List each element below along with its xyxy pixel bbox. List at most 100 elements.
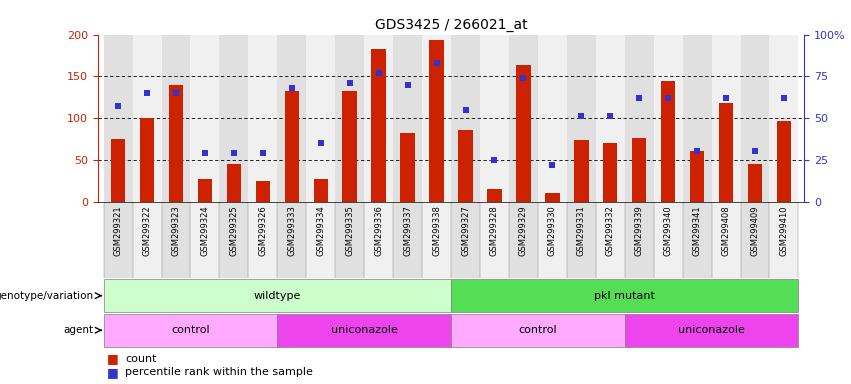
Text: percentile rank within the sample: percentile rank within the sample (125, 367, 313, 377)
Text: GSM299325: GSM299325 (230, 205, 238, 256)
Bar (459, 130, 473, 202)
Bar (748, 164, 762, 202)
Point (343, 80, 357, 86)
Point (256, 150, 270, 156)
Text: GSM299334: GSM299334 (317, 205, 325, 256)
Bar (277, 35, 306, 202)
Bar (596, 35, 625, 202)
Point (748, 149, 762, 155)
Point (459, 107, 472, 113)
Text: agent: agent (64, 325, 94, 335)
Text: uniconazole: uniconazole (678, 325, 745, 335)
Bar (574, 140, 589, 202)
Bar (364, 202, 393, 278)
Text: GSM299408: GSM299408 (722, 205, 730, 256)
Point (314, 140, 328, 146)
Bar (451, 279, 798, 312)
Bar (509, 202, 538, 278)
Bar (162, 35, 191, 202)
Point (661, 95, 675, 101)
Bar (422, 202, 451, 278)
Bar (690, 151, 705, 202)
Bar (306, 35, 335, 202)
Text: ■: ■ (106, 353, 118, 366)
Point (545, 162, 559, 168)
Bar (661, 81, 676, 202)
Point (285, 85, 299, 91)
Bar (654, 202, 683, 278)
Bar (538, 202, 567, 278)
Bar (335, 202, 364, 278)
Text: wildtype: wildtype (254, 291, 301, 301)
Bar (162, 202, 191, 278)
Bar (429, 40, 443, 202)
Bar (740, 35, 769, 202)
Bar (133, 35, 162, 202)
Text: uniconazole: uniconazole (331, 325, 397, 335)
Bar (603, 143, 618, 202)
Bar (133, 202, 162, 278)
Text: GSM299338: GSM299338 (432, 205, 441, 256)
Bar (220, 35, 248, 202)
Bar (168, 85, 183, 202)
Bar (342, 91, 357, 202)
Point (111, 103, 125, 109)
Point (140, 90, 154, 96)
Point (719, 95, 733, 101)
Bar (371, 49, 386, 202)
Title: GDS3425 / 266021_at: GDS3425 / 266021_at (374, 18, 528, 32)
Text: GSM299330: GSM299330 (548, 205, 557, 256)
Text: GSM299326: GSM299326 (259, 205, 267, 256)
Bar (306, 202, 335, 278)
Text: GSM299340: GSM299340 (664, 205, 672, 256)
Bar (104, 35, 133, 202)
Point (690, 149, 704, 155)
Text: GSM299324: GSM299324 (201, 205, 209, 256)
Bar (191, 202, 220, 278)
Bar (683, 202, 711, 278)
Text: control: control (171, 325, 210, 335)
Bar (277, 202, 306, 278)
Bar (517, 65, 531, 202)
Bar (197, 179, 212, 202)
Bar (625, 202, 654, 278)
Bar (509, 35, 538, 202)
Bar (451, 202, 480, 278)
Bar (313, 179, 328, 202)
Point (603, 113, 617, 119)
Text: GSM299322: GSM299322 (143, 205, 151, 256)
Text: GSM299323: GSM299323 (172, 205, 180, 256)
Bar (596, 202, 625, 278)
Bar (625, 35, 654, 202)
Bar (683, 35, 711, 202)
Bar (654, 35, 683, 202)
Text: GSM299337: GSM299337 (403, 205, 412, 256)
Bar (422, 35, 451, 202)
Bar (632, 138, 647, 202)
Text: GSM299336: GSM299336 (374, 205, 383, 256)
Bar (711, 35, 740, 202)
Point (517, 75, 530, 81)
Bar (451, 314, 625, 347)
Text: GSM299339: GSM299339 (635, 205, 643, 256)
Bar (400, 133, 414, 202)
Point (227, 150, 241, 156)
Bar (364, 35, 393, 202)
Text: GSM299409: GSM299409 (751, 205, 759, 256)
Bar (393, 202, 422, 278)
Text: GSM299329: GSM299329 (519, 205, 528, 256)
Text: GSM299341: GSM299341 (693, 205, 701, 256)
Point (430, 60, 443, 66)
Bar (104, 279, 451, 312)
Text: GSM299321: GSM299321 (114, 205, 123, 256)
Text: GSM299328: GSM299328 (490, 205, 499, 256)
Text: control: control (518, 325, 557, 335)
Bar (769, 35, 798, 202)
Bar (480, 202, 509, 278)
Bar (255, 181, 270, 202)
Text: GSM299332: GSM299332 (606, 205, 614, 256)
Bar (104, 314, 277, 347)
Bar (111, 139, 125, 202)
Bar (719, 103, 734, 202)
Point (198, 150, 212, 156)
